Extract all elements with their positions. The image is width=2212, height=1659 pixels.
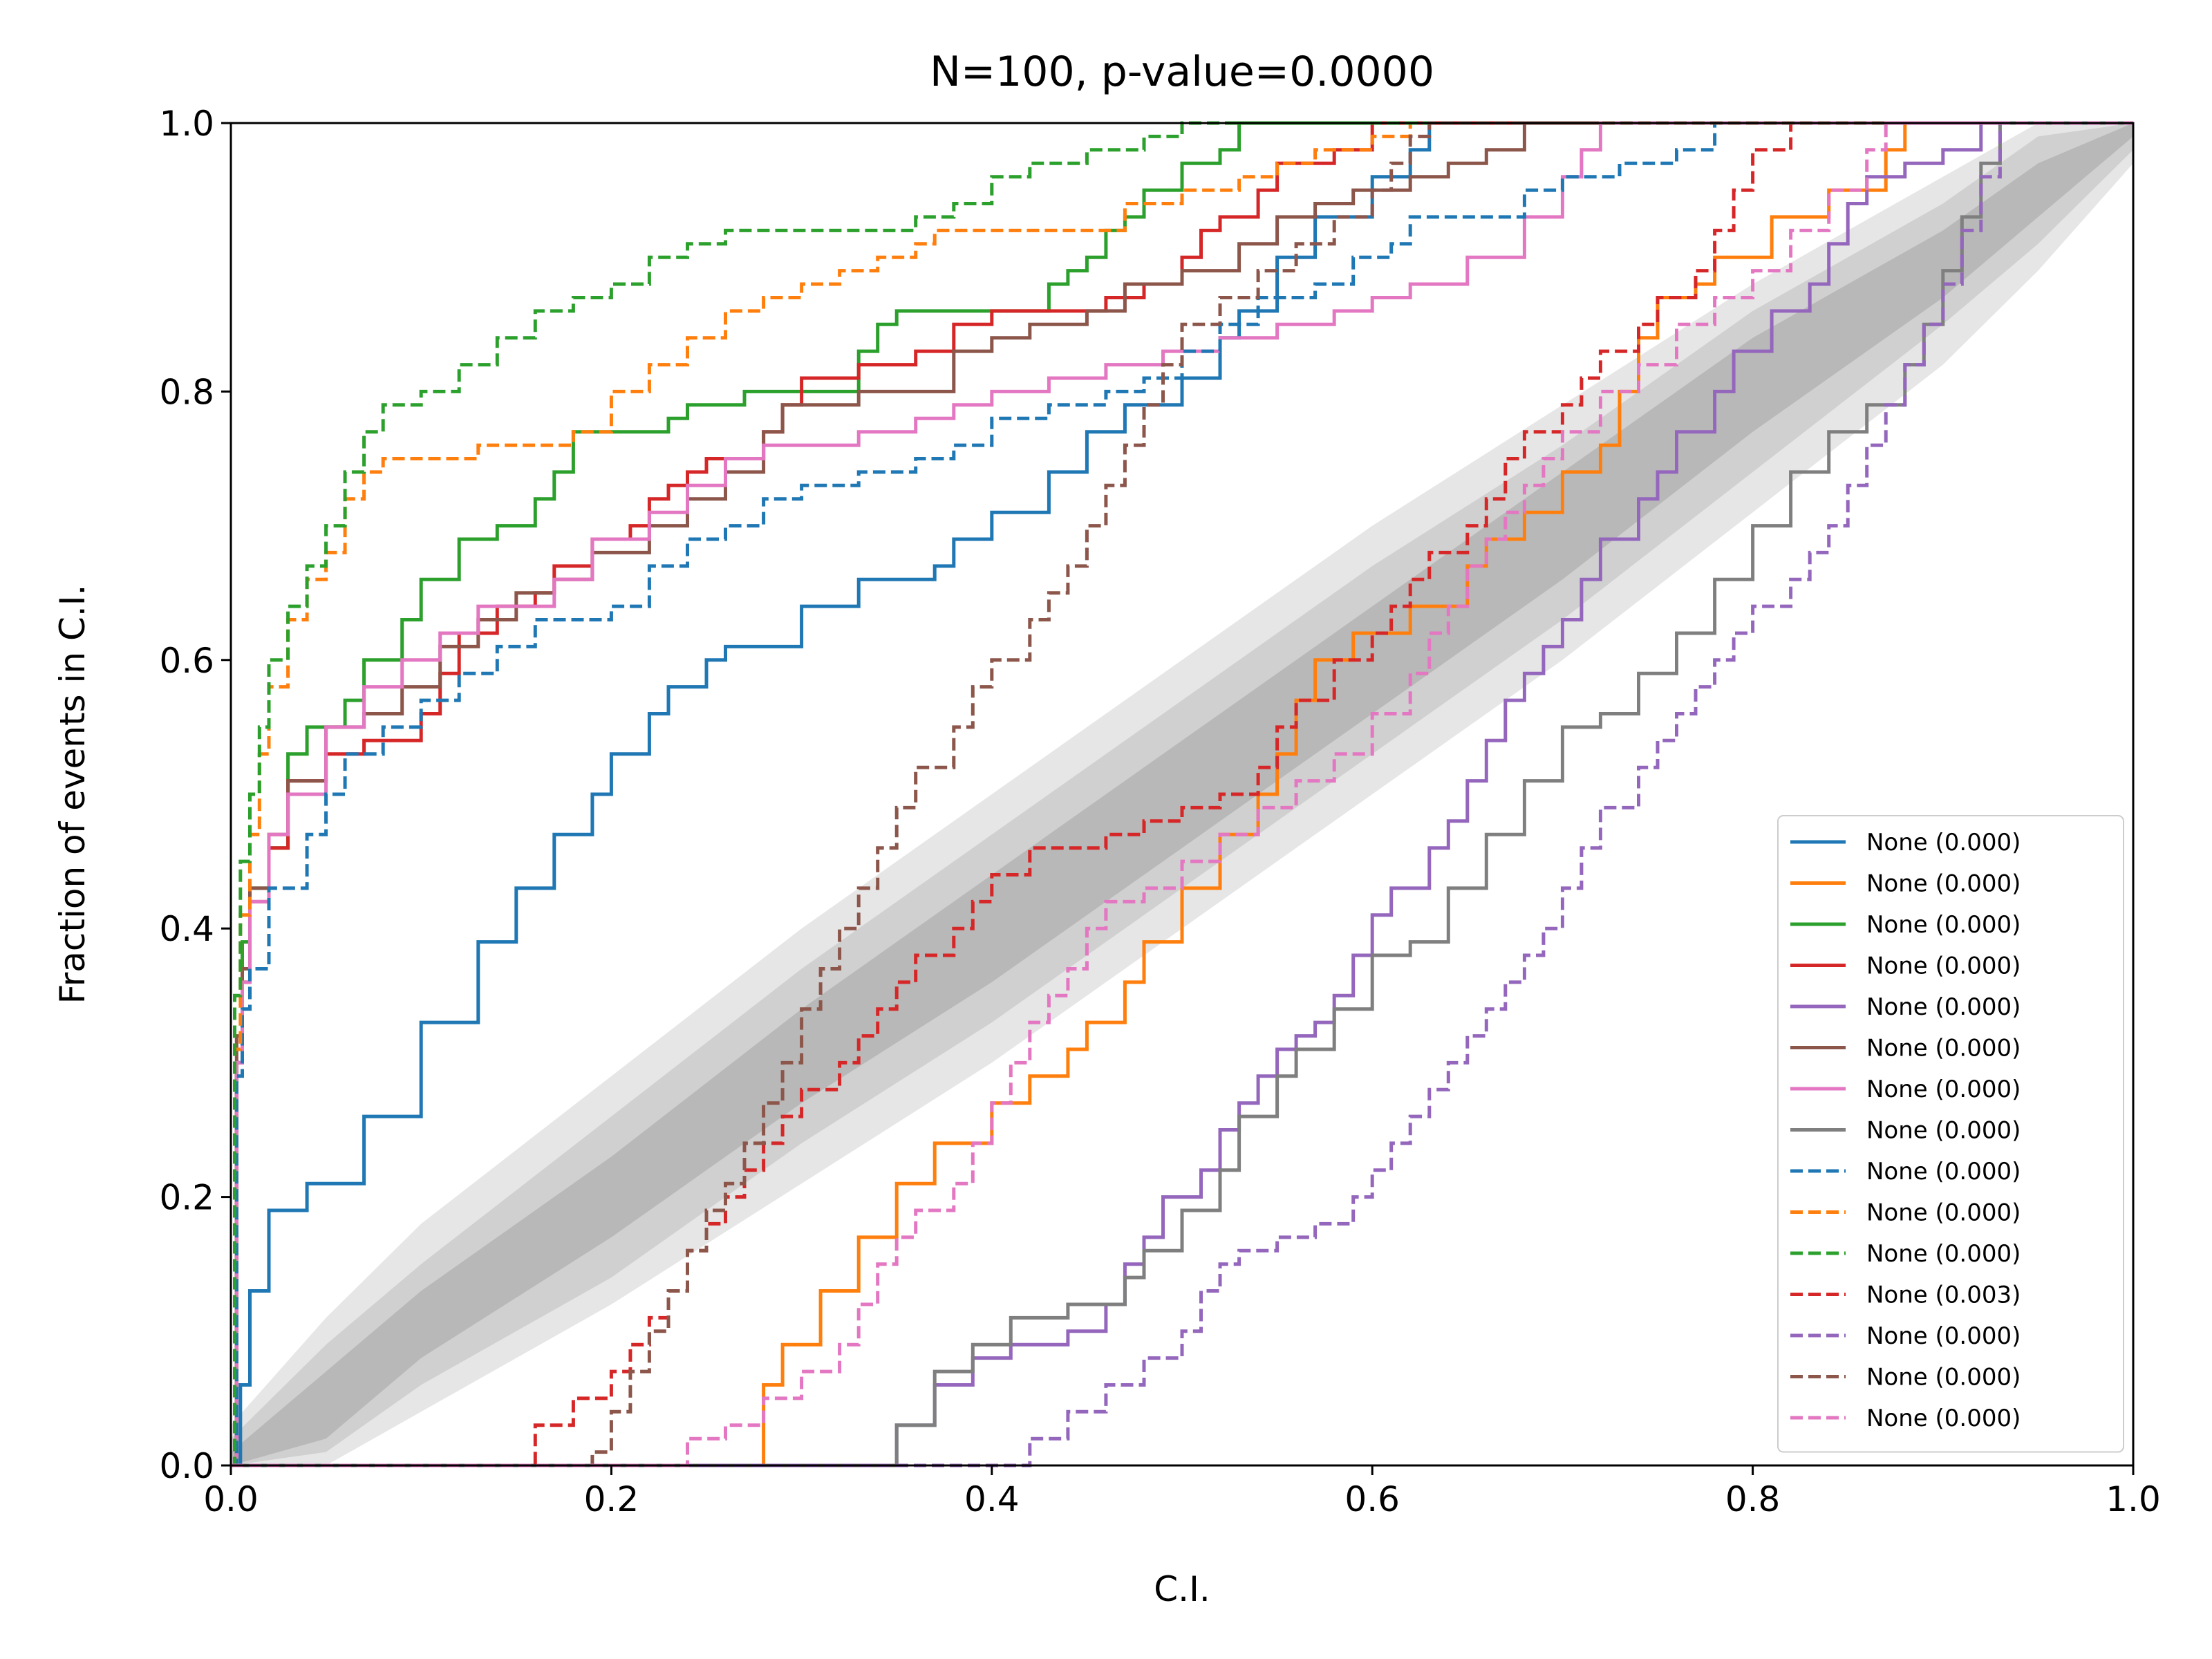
series-lines [231,121,2133,1468]
legend-label: None (0.000) [1866,1322,2021,1350]
x-tick-label: 0.6 [1344,1479,1400,1519]
y-axis-label: Fraction of events in C.I. [53,585,93,1004]
series-line-9 [231,121,2133,1468]
y-tick-label: 0.6 [159,641,214,681]
y-tick-label: 1.0 [159,104,214,144]
series-line-14 [231,121,2133,1468]
series-line-10 [231,121,2133,1468]
x-axis-label: C.I. [1154,1569,1210,1609]
series-line-1 [231,121,2133,1468]
confidence-band-inner [231,123,2133,1465]
legend-box [1777,815,2124,1453]
confidence-bands [231,123,2133,1465]
legend-label: None (0.000) [1866,829,2021,856]
series-line-15 [231,121,2133,1468]
series-line-4 [231,121,2133,1468]
legend-label: None (0.000) [1866,993,2021,1021]
legend-label: None (0.000) [1866,1117,2021,1145]
legend-label: None (0.000) [1866,870,2021,898]
legend-label: None (0.000) [1866,1076,2021,1103]
axes-frame [229,122,2135,1467]
y-tick-label: 0.2 [159,1178,214,1218]
legend-label: None (0.000) [1866,1240,2021,1268]
legend-label: None (0.000) [1866,911,2021,939]
plot-area [231,121,2133,1468]
series-line-13 [231,121,2133,1468]
legend-label: None (0.000) [1866,1199,2021,1227]
series-line-11 [231,121,2133,1468]
y-tick-label: 0.0 [159,1446,214,1486]
x-tick-label: 0.8 [1725,1479,1781,1519]
legend-label: None (0.000) [1866,1158,2021,1185]
legend-label: None (0.000) [1866,953,2021,980]
x-tick-label: 0.4 [964,1479,1020,1519]
x-tick-label: 1.0 [2106,1479,2161,1519]
legend-label: None (0.000) [1866,1364,2021,1391]
legend-label: None (0.000) [1866,1035,2021,1062]
axis-ticks: 0.0 0.2 0.4 0.6 0.8 1.0 0.0 0.2 0.4 0.6 0.8 1.0 [159,104,2160,1519]
y-tick-label: 0.8 [159,372,214,412]
legend-label: None (0.003) [1866,1282,2021,1309]
series-line-2 [231,121,2133,1468]
chart-title: N=100, p-value=0.0000 [930,48,1434,96]
y-tick-label: 0.4 [159,909,214,949]
series-line-7 [231,121,2133,1468]
x-tick-label: 0.2 [584,1479,639,1519]
legend-label: None (0.000) [1866,1405,2021,1432]
legend[interactable]: None (0.000) None (0.000) None (0.000) None… [1777,815,2124,1453]
x-tick-label: 0.0 [203,1479,259,1519]
